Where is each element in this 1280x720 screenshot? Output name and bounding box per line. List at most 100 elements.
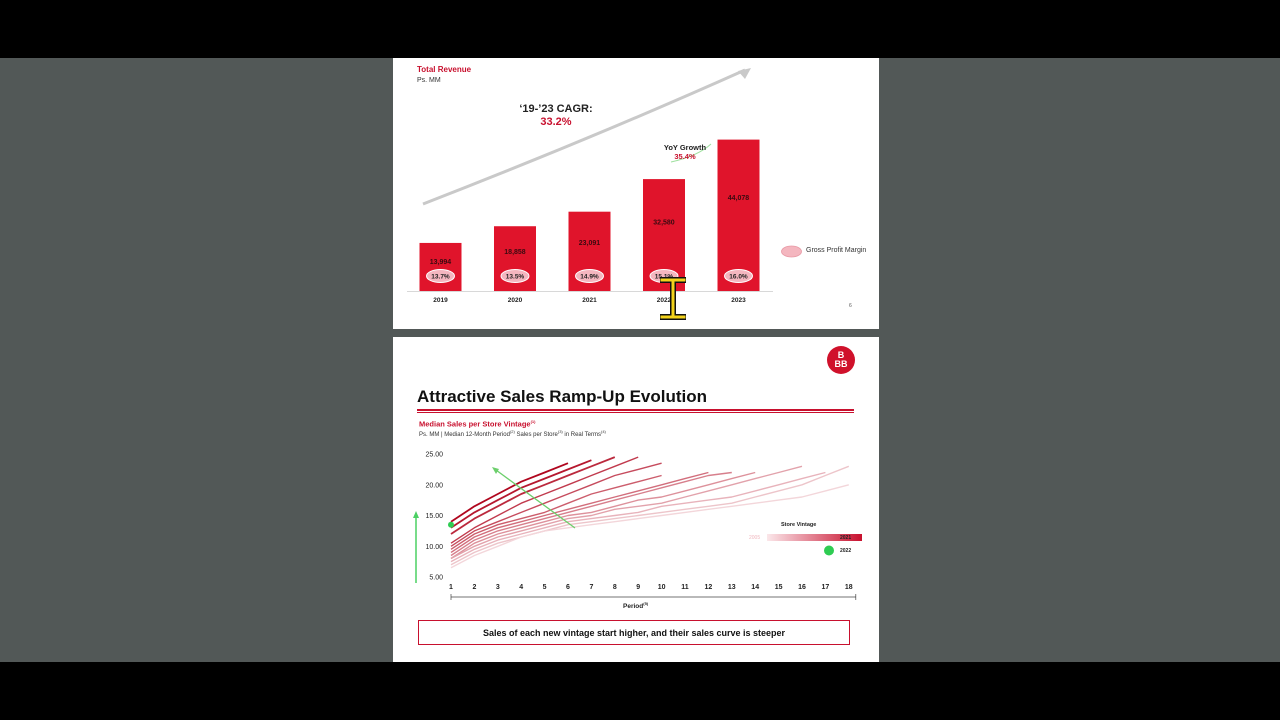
cagr-value: 33.2% [540, 116, 572, 128]
vintage-sales-curve [450, 465, 803, 560]
start-higher-arrow-head [413, 511, 419, 518]
yoy-growth-label: YoY Growth [663, 143, 707, 152]
gross-margin-value: 16.0% [729, 274, 748, 281]
revenue-bar-value: 13,994 [430, 259, 452, 266]
steeper-curve-arrow [495, 469, 576, 529]
vintage-sales-curve [450, 471, 709, 553]
vintage-legend-start: 2005 [749, 535, 761, 541]
gross-margin-pill [426, 269, 455, 283]
vintage-sales-curve [450, 471, 756, 560]
sales-x-tick: 3 [496, 584, 500, 591]
sales-y-tick: 15.00 [425, 513, 443, 520]
steeper-curve-arrow-head [492, 467, 499, 474]
sales-x-tick: 4 [519, 584, 523, 591]
sales-y-tick: 25.00 [425, 452, 443, 459]
gross-margin-value: 14.9% [580, 274, 599, 281]
subtitle-part-3: in Real Terms [562, 432, 601, 438]
sales-chart-title: Median Sales per Store Vintage(1) [419, 419, 535, 429]
sales-x-axis-footnote: (5) [643, 601, 649, 606]
subtitle-part-2: Sales per Store [514, 432, 558, 438]
revenue-bar [419, 242, 462, 291]
revenue-x-tick: 2022 [657, 297, 672, 304]
vintage-sales-curve [450, 474, 662, 550]
vintage-sales-curve [450, 484, 849, 569]
sales-x-axis: 1 2 3 4 5 6 7 8 9 10 11 12 13 14 15 16 17 18 [449, 584, 857, 600]
revenue-bar [717, 139, 760, 291]
revenue-x-tick: 2020 [508, 297, 523, 304]
legend-gross-margin-swatch [781, 245, 802, 258]
sales-x-tick: 2 [472, 584, 476, 591]
title-rule-bottom [417, 412, 854, 413]
revenue-bar-value: 44,078 [728, 195, 750, 202]
yoy-arrow [670, 143, 712, 163]
sales-x-tick: 18 [845, 584, 853, 591]
vintage-sales-curve [450, 462, 569, 523]
sales-x-axis-title-text: Period [623, 603, 644, 611]
sales-x-tick: 17 [822, 584, 830, 591]
vintage-legend-2022-label: 2022 [840, 548, 852, 554]
revenue-chart-svg: 13,994 13.7% 2019 18,858 13.5% 2020 23,091 14.9… [407, 68, 802, 304]
sales-x-tick: 15 [775, 584, 783, 591]
growth-arrow-head [738, 68, 751, 79]
sales-x-tick: 10 [658, 584, 666, 591]
sales-x-tick: 9 [636, 584, 640, 591]
vintage-sales-curve [450, 456, 616, 535]
vintage-legend-gradient [767, 534, 862, 541]
slide-title: Attractive Sales Ramp-Up Evolution [417, 387, 708, 406]
gross-margin-pill [724, 269, 753, 283]
growth-arrow [422, 68, 746, 206]
sales-chart-subtitle: Ps. MM | Median 12-Month Period(2) Sales… [419, 429, 606, 438]
cagr-label: ‘19-’23 CAGR: [519, 103, 593, 115]
subtitle-footnote-2: (2) [509, 429, 515, 434]
vintage-sales-curve [450, 471, 826, 563]
revenue-chart-title: Total Revenue [417, 65, 472, 74]
sales-x-tick: 5 [543, 584, 547, 591]
subtitle-footnote-3: (3) [557, 429, 563, 434]
sales-x-tick: 11 [681, 584, 689, 591]
revenue-chart-units: Ps. MM [417, 77, 441, 84]
page-number: 6 [849, 303, 852, 309]
revenue-bar-value: 23,091 [579, 240, 601, 247]
sales-x-tick: 16 [798, 584, 806, 591]
sales-x-axis-title: Period(5) [623, 601, 648, 610]
text-cursor-icon [660, 277, 686, 320]
gross-margin-pill [500, 269, 530, 283]
subtitle-footnote-4: (4) [601, 429, 606, 434]
vintage-sales-curve [450, 462, 662, 547]
gross-margin-pill [575, 269, 604, 283]
sales-y-tick: 20.00 [425, 482, 443, 489]
sales-chart-title-text: Median Sales per Store Vintage [419, 419, 531, 429]
sales-x-tick: 14 [751, 584, 759, 591]
sales-x-tick: 6 [566, 584, 570, 591]
revenue-bars: 13,994 13.7% 2019 18,858 13.5% 2020 23,091 14.9… [419, 139, 760, 304]
vintage-sales-curve [450, 471, 732, 557]
yoy-growth-value: 35.4% [674, 152, 696, 161]
vintage-legend-2022-dot [824, 545, 834, 556]
slide-total-revenue[interactable]: Total Revenue Ps. MM 13,994 13.7% 2019 18,8… [393, 58, 879, 329]
revenue-bar-value: 18,858 [504, 249, 526, 256]
company-logo: B BB [827, 346, 855, 374]
sales-x-tick: 8 [613, 584, 617, 591]
sales-x-tick: 12 [705, 584, 713, 591]
company-logo-text: B BB [834, 350, 848, 369]
title-rule-top [417, 409, 854, 411]
vintage-2022-point [448, 521, 454, 528]
key-takeaway-text: Sales of each new vintage start higher, … [482, 627, 786, 638]
revenue-x-tick: 2019 [433, 297, 448, 304]
key-takeaway-callout: Sales of each new vintage start higher, … [418, 620, 850, 645]
sales-curves [450, 456, 850, 569]
sales-y-tick: 5.00 [429, 575, 443, 582]
revenue-bar-value: 32,580 [653, 220, 675, 227]
vintage-legend-end: 2021 [840, 535, 852, 541]
sales-x-tick: 1 [449, 584, 453, 591]
sales-y-axis: 25.00 20.00 15.00 10.00 5.00 [425, 452, 443, 582]
sales-x-tick: 7 [589, 584, 593, 591]
sales-chart-title-footnote: (1) [530, 419, 536, 424]
revenue-x-tick: 2021 [582, 297, 597, 304]
legend-gross-margin-label: Gross Profit Margin [806, 247, 867, 254]
slide-sales-ramp-up[interactable]: B BB Attractive Sales Ramp-Up Evolution … [393, 337, 879, 662]
subtitle-part-1: Ps. MM | Median 12-Month Period [419, 432, 510, 438]
vintage-legend-title: Store Vintage [781, 522, 817, 528]
gross-margin-value: 13.7% [431, 274, 450, 281]
